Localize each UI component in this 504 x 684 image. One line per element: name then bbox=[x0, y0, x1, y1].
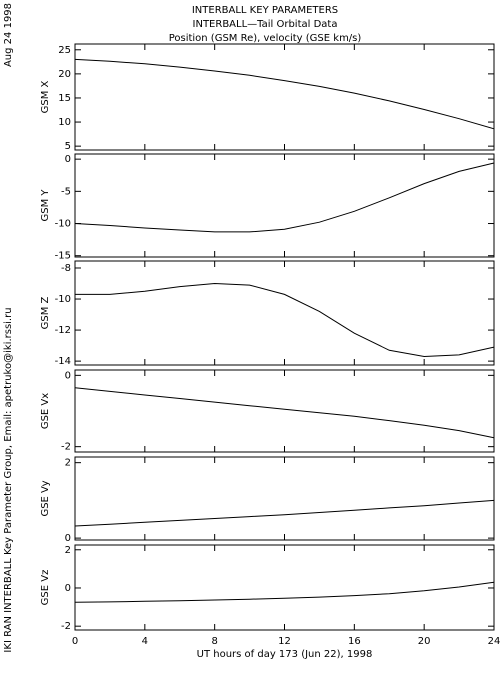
data-line bbox=[75, 282, 495, 358]
y-tick-label: -14 bbox=[55, 356, 71, 367]
title-line: INTERBALL KEY PARAMETERS bbox=[192, 5, 338, 16]
y-tick-label: -5 bbox=[61, 186, 71, 197]
x-tick-label: 0 bbox=[72, 636, 78, 647]
y-tick-label: 2 bbox=[65, 545, 71, 556]
y-tick-label: 0 bbox=[65, 154, 71, 165]
x-tick-label: 24 bbox=[488, 636, 501, 647]
data-line bbox=[74, 499, 495, 527]
y-tick-label: -2 bbox=[61, 442, 71, 453]
data-line bbox=[74, 162, 495, 233]
x-tick-label: 16 bbox=[348, 636, 361, 647]
x-tick-label: 8 bbox=[211, 636, 217, 647]
data-line bbox=[74, 58, 495, 130]
y-axis-label: GSM Y bbox=[40, 189, 51, 222]
y-tick-label: -2 bbox=[61, 621, 71, 632]
y-tick-label: 25 bbox=[58, 45, 71, 56]
y-tick-label: -15 bbox=[55, 251, 71, 262]
x-tick-label: 12 bbox=[278, 636, 291, 647]
y-axis-label: GSM Z bbox=[40, 296, 51, 329]
y-axis-label: GSE Vy bbox=[40, 480, 51, 516]
y-tick-label: 5 bbox=[65, 141, 71, 152]
data-line bbox=[74, 581, 495, 603]
y-tick-label: 0 bbox=[65, 583, 71, 594]
y-tick-label: 0 bbox=[65, 370, 71, 381]
y-tick-label: 20 bbox=[58, 69, 71, 80]
x-tick-label: 4 bbox=[142, 636, 148, 647]
y-axis-label: GSE Vx bbox=[40, 393, 51, 429]
y-tick-label: -12 bbox=[55, 325, 71, 336]
y-tick-label: -10 bbox=[55, 294, 71, 305]
y-tick-label: 2 bbox=[65, 458, 71, 469]
y-tick-label: 15 bbox=[58, 93, 71, 104]
y-tick-label: 0 bbox=[65, 533, 71, 544]
date-label: Aug 24 1998 bbox=[3, 3, 14, 67]
data-line bbox=[74, 387, 495, 439]
title-line: INTERBALL—Tail Orbital Data bbox=[193, 19, 338, 30]
x-axis-label: UT hours of day 173 (Jun 22), 1998 bbox=[197, 649, 373, 660]
y-axis-label: GSE Vz bbox=[40, 570, 51, 606]
y-axis-label: GSM X bbox=[40, 80, 51, 113]
y-tick-label: -10 bbox=[55, 219, 71, 230]
y-tick-label: 10 bbox=[58, 117, 71, 128]
credit-label: IKI RAN INTERBALL Key Parameter Group, E… bbox=[3, 307, 14, 652]
x-tick-label: 20 bbox=[418, 636, 431, 647]
title-line: Position (GSM Re), velocity (GSE km/s) bbox=[169, 33, 362, 44]
y-tick-label: -8 bbox=[61, 263, 71, 274]
